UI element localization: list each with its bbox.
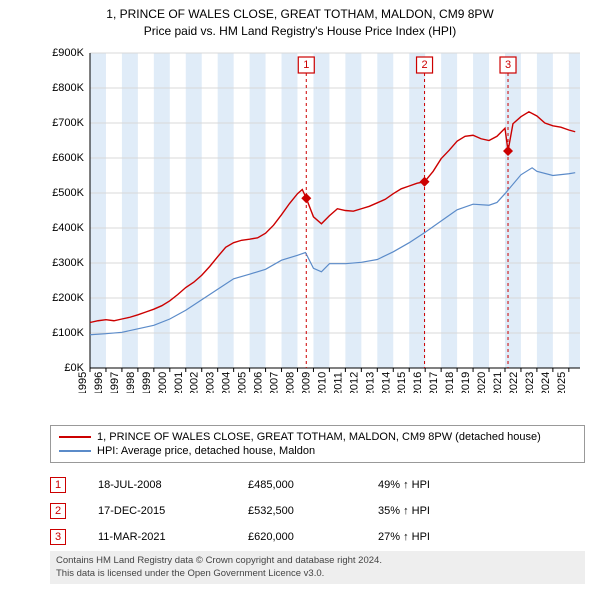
shade-band <box>154 53 170 368</box>
sale-number-box: 1 <box>50 477 66 493</box>
sale-delta: 49% ↑ HPI <box>378 479 585 491</box>
sale-date: 18-JUL-2008 <box>98 479 248 491</box>
sale-marker-number: 2 <box>421 59 427 71</box>
shade-band <box>537 53 553 368</box>
shade-band <box>441 53 457 368</box>
y-tick-label: £500K <box>52 187 84 199</box>
x-tick-label: 2016 <box>412 372 424 393</box>
y-tick-label: £200K <box>52 292 84 304</box>
shade-band <box>218 53 234 368</box>
title-line-1: 1, PRINCE OF WALES CLOSE, GREAT TOTHAM, … <box>0 6 600 23</box>
y-tick-label: £700K <box>52 117 84 129</box>
shade-band <box>473 53 489 368</box>
x-tick-label: 2020 <box>476 372 488 393</box>
x-tick-label: 2008 <box>284 372 296 393</box>
x-tick-label: 2022 <box>508 372 520 393</box>
legend-row: HPI: Average price, detached house, Mald… <box>59 444 576 458</box>
sale-marker-number: 1 <box>303 59 309 71</box>
y-tick-label: £600K <box>52 152 84 164</box>
sale-number-box: 3 <box>50 529 66 545</box>
sale-price: £485,000 <box>248 479 378 491</box>
y-tick-label: £900K <box>52 48 84 59</box>
sale-date: 11-MAR-2021 <box>98 531 248 543</box>
legend-swatch <box>59 450 91 452</box>
shade-band <box>186 53 202 368</box>
shade-band <box>505 53 521 368</box>
chart-svg: £0K£100K£200K£300K£400K£500K£600K£700K£8… <box>50 48 585 393</box>
x-tick-label: 2003 <box>205 372 217 393</box>
y-tick-label: £100K <box>52 327 84 339</box>
x-tick-label: 2013 <box>364 372 376 393</box>
x-tick-label: 2010 <box>316 372 328 393</box>
legend-box: 1, PRINCE OF WALES CLOSE, GREAT TOTHAM, … <box>50 425 585 463</box>
x-tick-label: 2006 <box>253 372 265 393</box>
x-tick-label: 2014 <box>380 372 392 393</box>
y-tick-label: £400K <box>52 222 84 234</box>
sale-price: £532,500 <box>248 505 378 517</box>
x-tick-label: 2024 <box>540 372 552 393</box>
x-tick-label: 2000 <box>157 372 169 393</box>
sale-diamond-marker <box>301 193 311 203</box>
y-tick-label: £300K <box>52 257 84 269</box>
attribution-line-1: Contains HM Land Registry data © Crown c… <box>56 555 579 567</box>
x-tick-label: 1999 <box>141 372 153 393</box>
legend-swatch <box>59 436 91 438</box>
y-tick-label: £800K <box>52 82 84 94</box>
sale-price: £620,000 <box>248 531 378 543</box>
sale-number-box: 2 <box>50 503 66 519</box>
shade-band <box>569 53 580 368</box>
chart-plot-area: £0K£100K£200K£300K£400K£500K£600K£700K£8… <box>50 48 585 393</box>
sale-delta: 27% ↑ HPI <box>378 531 585 543</box>
legend-label: HPI: Average price, detached house, Mald… <box>97 445 315 457</box>
shade-band <box>377 53 393 368</box>
x-tick-label: 2005 <box>237 372 249 393</box>
sales-row: 1 18-JUL-2008£485,00049% ↑ HPI <box>50 472 585 498</box>
x-tick-label: 1996 <box>93 372 105 393</box>
x-tick-label: 2012 <box>348 372 360 393</box>
attribution-line-2: This data is licensed under the Open Gov… <box>56 568 579 580</box>
sale-marker-number: 3 <box>505 59 511 71</box>
x-tick-label: 2015 <box>396 372 408 393</box>
sales-table: 1 18-JUL-2008£485,00049% ↑ HPI 2 17-DEC-201… <box>50 472 585 550</box>
x-tick-label: 2001 <box>173 372 185 393</box>
x-tick-label: 2017 <box>428 372 440 393</box>
x-tick-label: 1997 <box>109 372 121 393</box>
shade-band <box>409 53 425 368</box>
sales-row: 3 11-MAR-2021£620,00027% ↑ HPI <box>50 524 585 550</box>
x-tick-label: 2004 <box>221 372 233 393</box>
legend-row: 1, PRINCE OF WALES CLOSE, GREAT TOTHAM, … <box>59 430 576 444</box>
title-line-2: Price paid vs. HM Land Registry's House … <box>0 23 600 40</box>
sales-row: 2 17-DEC-2015£532,50035% ↑ HPI <box>50 498 585 524</box>
attribution-box: Contains HM Land Registry data © Crown c… <box>50 551 585 584</box>
legend-label: 1, PRINCE OF WALES CLOSE, GREAT TOTHAM, … <box>97 431 541 443</box>
x-tick-label: 2023 <box>524 372 536 393</box>
x-tick-label: 2007 <box>269 372 281 393</box>
x-tick-label: 2018 <box>444 372 456 393</box>
x-tick-label: 2021 <box>492 372 504 393</box>
x-tick-label: 1998 <box>125 372 137 393</box>
x-tick-label: 2002 <box>189 372 201 393</box>
shade-band <box>250 53 266 368</box>
shade-band <box>122 53 138 368</box>
x-tick-label: 2025 <box>556 372 568 393</box>
chart-container: 1, PRINCE OF WALES CLOSE, GREAT TOTHAM, … <box>0 0 600 590</box>
x-tick-label: 2009 <box>300 372 312 393</box>
title-block: 1, PRINCE OF WALES CLOSE, GREAT TOTHAM, … <box>0 0 600 40</box>
x-tick-label: 1995 <box>77 372 89 393</box>
sale-delta: 35% ↑ HPI <box>378 505 585 517</box>
x-tick-label: 2019 <box>460 372 472 393</box>
shade-band <box>313 53 329 368</box>
sale-date: 17-DEC-2015 <box>98 505 248 517</box>
x-tick-label: 2011 <box>332 372 344 393</box>
